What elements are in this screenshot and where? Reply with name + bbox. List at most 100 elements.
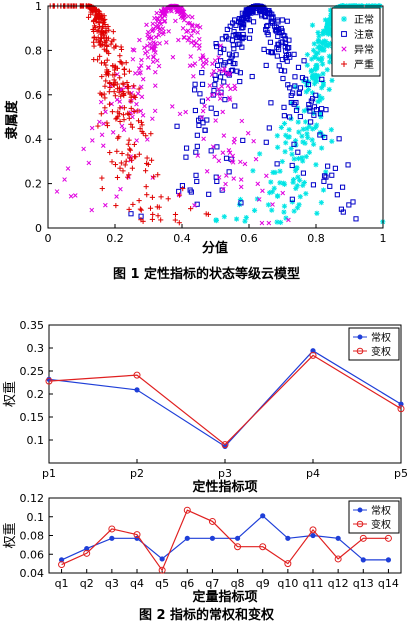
cloud-drop-1-box <box>250 19 257 25</box>
cloud-drop-3 <box>119 150 125 157</box>
cloud-drop-2 <box>280 190 286 196</box>
cloud-drop-2 <box>190 62 196 68</box>
cloud-drop-2-d2 <box>189 22 195 27</box>
cloud-drop-2-d2 <box>280 190 286 196</box>
cloud-drop-1-box <box>296 89 302 95</box>
cloud-drop-1-box <box>206 191 212 197</box>
cloud-drop-1-box <box>279 28 285 34</box>
data-point-1 <box>259 543 267 551</box>
cloud-drop-2 <box>232 136 237 142</box>
cloud-drop-2-d2 <box>136 71 142 76</box>
cloud-drop-0-d2 <box>277 180 283 186</box>
cloud-drop-3 <box>117 165 123 171</box>
cloud-drop-3 <box>104 123 111 129</box>
cloud-drop-0-d2 <box>321 82 326 88</box>
cloud-drop-2 <box>178 11 183 17</box>
data-point-1-ring <box>384 534 392 542</box>
cloud-drop-3 <box>142 168 149 174</box>
cloud-drop-3 <box>104 57 110 63</box>
data-point-1 <box>183 506 191 514</box>
cloud-drop-2-d2 <box>150 21 156 27</box>
cloud-drop-0 <box>304 131 310 137</box>
cloud-drop-3 <box>144 160 150 167</box>
cloud-drop-3 <box>99 73 105 80</box>
cloud-drop-0 <box>319 85 325 91</box>
cloud-drop-1-box <box>218 74 224 80</box>
cloud-drop-2 <box>145 32 150 38</box>
cloud-drop-0 <box>315 50 321 56</box>
cloud-drop-1-box <box>246 35 253 41</box>
cloud-drop-2 <box>182 35 187 40</box>
cloud-drop-2-d2 <box>220 109 226 115</box>
cloud-drop-0 <box>301 108 307 114</box>
x-tick-label: q14 <box>378 577 399 590</box>
cloud-drop-2 <box>158 21 164 27</box>
cloud-drop-3 <box>104 42 110 49</box>
cloud-drop-1 <box>296 90 302 97</box>
cloud-drop-1 <box>213 110 219 117</box>
cloud-drop-2-d2 <box>54 189 60 194</box>
cloud-drop-1 <box>211 88 217 94</box>
cloud-drop-1 <box>245 16 251 22</box>
cloud-drop-1-box <box>199 70 205 76</box>
cloud-drop-2-d2 <box>200 108 206 114</box>
y-tick-label: 0.15 <box>20 411 45 424</box>
cloud-drop-3 <box>121 66 128 72</box>
cloud-drop-2-d2 <box>138 63 144 68</box>
cloud-drop-3 <box>176 220 182 226</box>
x-axis-label: 定量指标项 <box>191 589 257 605</box>
cloud-drop-1-box <box>214 144 220 150</box>
cloud-drop-2-d2 <box>260 188 265 194</box>
cloud-drop-2 <box>173 18 178 24</box>
cloud-drop-3 <box>115 86 121 92</box>
cloud-drop-0-d2 <box>323 17 328 23</box>
cloud-drop-0 <box>279 158 285 165</box>
cloud-drop-2 <box>264 173 269 179</box>
data-point-0 <box>209 535 216 541</box>
cloud-drop-1-box <box>268 100 274 106</box>
cloud-drop-2 <box>154 58 160 63</box>
cloud-drop-2-d2 <box>137 37 142 43</box>
cloud-drop-0-d2 <box>320 71 326 77</box>
cloud-drop-3 <box>144 155 150 161</box>
cloud-drop-3 <box>100 13 106 19</box>
data-point-0 <box>385 557 392 563</box>
cloud-drop-0-d2 <box>327 28 332 34</box>
cloud-drop-3 <box>136 197 142 204</box>
cloud-drop-1 <box>284 18 290 24</box>
cloud-drop-2-d2 <box>221 133 227 138</box>
cloud-drop-3 <box>172 211 179 218</box>
cloud-drop-1-box <box>323 174 329 180</box>
cloud-drop-1 <box>218 74 224 80</box>
cloud-drop-2 <box>189 22 195 27</box>
cloud-drop-1 <box>222 97 228 103</box>
cloud-drop-2 <box>230 153 236 159</box>
y-tick-label: 1 <box>35 0 42 13</box>
data-point-0 <box>159 556 165 562</box>
cloud-drop-2-d2 <box>156 63 162 69</box>
cloud-drop-1 <box>194 132 200 138</box>
cloud-drop-2 <box>185 20 191 26</box>
cloud-drop-1-box <box>338 206 344 212</box>
cloud-drop-1 <box>305 81 312 88</box>
cloud-drop-2 <box>225 83 231 88</box>
data-point-0-fill <box>310 532 316 539</box>
cloud-drop-1 <box>346 202 352 208</box>
cloud-drop-3 <box>93 37 99 43</box>
cloud-drop-2-d2 <box>192 203 197 208</box>
cloud-drop-0 <box>318 199 324 206</box>
y-tick-label: 0.8 <box>25 44 43 57</box>
cloud-drop-3 <box>121 71 128 77</box>
data-point-1 <box>221 441 229 449</box>
cloud-drop-2-d2 <box>219 91 225 97</box>
cloud-drop-3 <box>125 152 131 158</box>
cloud-drop-2-d2 <box>191 73 196 79</box>
cloud-drop-0-d2 <box>301 108 307 114</box>
cloud-drop-2-d2 <box>138 84 144 90</box>
cloud-drop-3 <box>120 80 126 86</box>
cloud-drop-1-box <box>194 143 200 149</box>
cloud-drop-2-d2 <box>160 31 166 37</box>
cloud-drop-1 <box>323 107 329 113</box>
y-tick-label: 0.4 <box>25 133 43 146</box>
cloud-drop-3 <box>102 39 108 45</box>
